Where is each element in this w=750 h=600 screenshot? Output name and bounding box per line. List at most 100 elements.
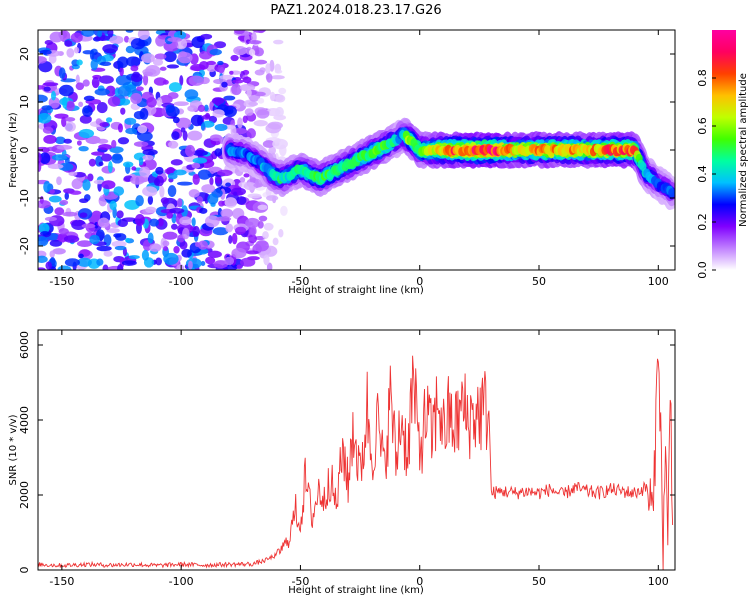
spectrogram-noise-blob (142, 71, 154, 77)
spectrogram-noise-blob (221, 81, 228, 88)
spectrogram-noise-blob (76, 240, 93, 247)
spectrogram-noise-blob (253, 183, 263, 188)
spectrogram-noise-blob (38, 94, 48, 103)
spectrogram-noise-blob (248, 234, 257, 244)
spectrogram-noise-blob (107, 96, 121, 107)
spectrogram-noise-blob (96, 102, 108, 114)
spectrogram-noise-blob (141, 249, 150, 261)
snr-frame (37, 329, 676, 571)
spectrogram-noise-blob (234, 226, 247, 235)
spectrogram-noise-blob (128, 255, 140, 260)
spectrogram-noise-blob (184, 144, 196, 157)
spectrogram-noise-blob (218, 74, 235, 80)
spectrogram-noise-blob (125, 128, 138, 135)
spectrogram-noise-blob (47, 163, 64, 169)
x-tick-label: 0 (416, 275, 423, 288)
spectrogram-noise-blob (163, 246, 169, 252)
spectrogram-noise-blob (269, 91, 276, 102)
spectrogram-noise-blob (182, 227, 190, 240)
spectrogram-noise-blob (200, 121, 206, 131)
spectrogram-noise-blob (205, 256, 216, 265)
spectrogram-noise-blob (273, 39, 284, 45)
spectrogram-noise-blob (78, 101, 84, 108)
spectrogram-noise-blob (76, 140, 82, 146)
spectrogram-noise-blob (266, 262, 273, 270)
spectrogram-noise-blob (197, 104, 205, 113)
spectrogram-noise-blob (263, 222, 274, 231)
spectrogram-noise-blob (66, 48, 75, 58)
spectrogram-noise-blob (263, 254, 270, 266)
spectrogram-noise-blob (87, 173, 94, 182)
y-tick-label: 20 (18, 47, 31, 61)
spectrogram-noise-blob (184, 89, 199, 100)
x-tick-label: -50 (291, 275, 309, 288)
spectrogram-noise-blob (248, 101, 259, 107)
spectrogram-noise-blob (147, 232, 154, 244)
spectrogram-noise-blob (98, 75, 114, 84)
spectrogram-noise-blob (56, 144, 73, 150)
spectrogram-noise-blob (90, 58, 98, 71)
y-tick-label: 10 (18, 95, 31, 109)
spectrogram-noise-blob (78, 128, 95, 139)
spectrogram-noise-blob (231, 83, 242, 96)
spectrogram-noise-blob (103, 250, 113, 257)
spectrogram-noise-blob (217, 60, 224, 66)
spectrogram-noise-blob (78, 253, 84, 259)
spectrogram-noise-blob (278, 87, 287, 95)
spectrogram-noise-blob (63, 138, 72, 144)
spectrogram-noise-blob (197, 169, 211, 180)
spectrogram-noise-blob (209, 134, 223, 142)
spectrogram-noise-blob (256, 109, 270, 119)
spectrogram-noise-blob (180, 127, 186, 133)
spectrogram-noise-blob (173, 169, 187, 176)
spectrogram-noise-blob (204, 193, 209, 204)
snr-y-label: SNR (10 * v/v) (8, 414, 19, 485)
spectrogram-noise-blob (75, 82, 85, 91)
spectrogram-noise-blob (191, 217, 196, 227)
spectrogram-noise-blob (38, 61, 53, 73)
spectrogram-noise-blob (49, 189, 55, 194)
spectrogram-noise-blob (138, 157, 144, 166)
spectrogram-noise-blob (96, 245, 112, 252)
y-tick-label: 0 (18, 147, 31, 154)
spectrogram-noise-blob (254, 69, 265, 76)
spectrogram-noise-blob (212, 227, 229, 236)
spectrogram-noise-blob (49, 250, 55, 258)
spectrogram-noise-blob (131, 166, 137, 171)
spectrogram-noise-blob (265, 63, 271, 75)
spectrogram-noise-blob (117, 137, 130, 145)
spectrogram-noise-blob (94, 88, 110, 96)
spectrogram-noise-blob (191, 162, 201, 169)
x-tick-label: 100 (648, 275, 669, 288)
colorbar-tick-label: 0.2 (696, 213, 709, 231)
spectrogram-noise-blob (243, 182, 257, 191)
spectrogram-noise-blob (153, 178, 160, 186)
spectrogram-noise-blob (212, 109, 225, 118)
x-tick-label: 50 (532, 275, 546, 288)
spectrogram-noise-blob (64, 258, 80, 267)
spectrogram-noise-blob (117, 263, 124, 270)
spectrogram-noise-blob (213, 260, 228, 269)
spectrogram-noise-blob (42, 126, 54, 134)
spectrogram-noise-blob (230, 187, 246, 196)
spectrogram-noise-blob (120, 107, 126, 115)
spectrogram-noise-blob (54, 136, 66, 145)
figure-title: PAZ1.2024.018.23.17.G26 (270, 3, 441, 18)
spectrogram-noise-blob (57, 265, 72, 270)
x-tick-label: -50 (291, 575, 309, 588)
spectrogram-noise-blob (97, 30, 103, 38)
spectrogram-noise-blob (38, 152, 42, 164)
spectrogram-noise-blob (176, 264, 185, 270)
spectrogram-noise-blob (233, 191, 238, 196)
spectrogram-noise-blob (76, 59, 83, 66)
spectrogram-noise-blob (249, 226, 257, 236)
colorbar: 0.0 0.2 0.4 0.6 0.8 Normalized spectral ampl… (696, 30, 749, 279)
spectrogram-noise-blob (179, 240, 188, 250)
spectrogram-noise-blob (173, 245, 180, 254)
spectrogram-noise-blob (188, 260, 193, 270)
spectrogram-noise-blob (231, 247, 247, 259)
spectrogram-noise-blob (81, 30, 95, 37)
spectrogram-noise-blob (38, 112, 52, 124)
spectrogram-noise-blob (99, 122, 109, 128)
